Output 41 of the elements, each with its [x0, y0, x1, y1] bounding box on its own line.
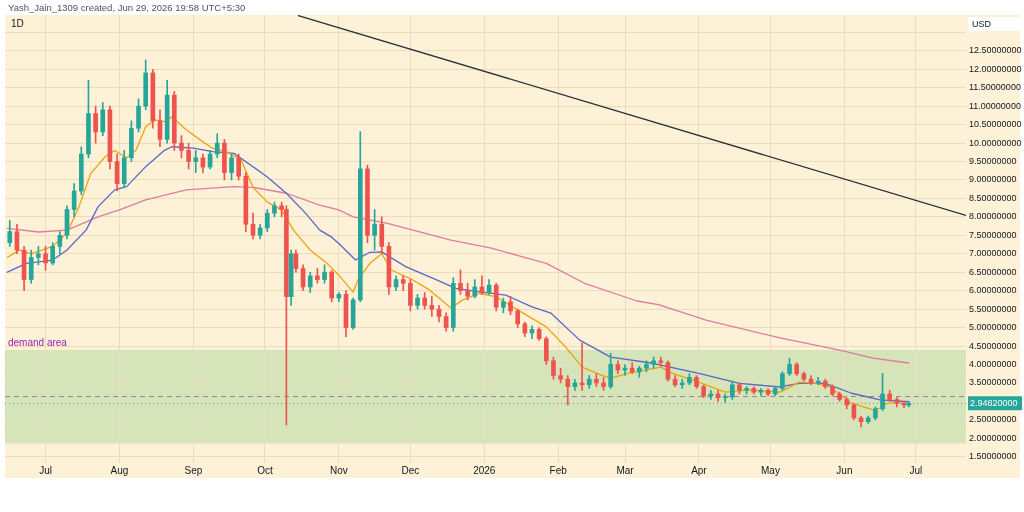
- y-tick-label: 2.50000000: [969, 414, 1017, 425]
- y-tick-label: 10.50000000: [969, 119, 1022, 130]
- x-tick-label: 2026: [473, 464, 496, 476]
- y-tick-label: 9.00000000: [969, 174, 1017, 185]
- x-tick-label: Apr: [691, 464, 708, 476]
- y-tick-label: 8.50000000: [969, 192, 1017, 203]
- y-tick-label: 10.00000000: [969, 137, 1022, 148]
- y-tick-label: 7.00000000: [969, 248, 1017, 259]
- y-tick-label: 5.00000000: [969, 322, 1017, 333]
- y-tick-label: 12.00000000: [969, 63, 1022, 74]
- x-tick-label: Jul: [909, 464, 923, 476]
- x-tick-label: May: [761, 464, 780, 476]
- y-tick-label: 6.50000000: [969, 266, 1017, 277]
- text: Yash_Jain_1309 created, Jun 29, 2026 19:58 UTC+5:30: [8, 1, 246, 13]
- x-tick-label: Sep: [184, 464, 203, 476]
- chart-title: 1D: [11, 17, 24, 29]
- y-tick-label: 12.50000000: [969, 45, 1022, 56]
- y-tick-label: 6.00000000: [969, 285, 1017, 296]
- x-tick-label: Nov: [329, 464, 348, 476]
- ref-line-label: 2.94820000: [970, 398, 1018, 409]
- y-tick-label: 11.50000000: [969, 82, 1021, 93]
- y-tick-label: 8.00000000: [969, 211, 1017, 222]
- y-axis-title: USD: [972, 18, 992, 29]
- x-tick-label: Jul: [39, 464, 52, 476]
- y-tick-label: 4.50000000: [969, 340, 1017, 351]
- y-tick-label: 11.00000000: [969, 100, 1021, 111]
- x-tick-label: Feb: [549, 464, 568, 476]
- candlestick: [193, 150, 199, 173]
- y-tick-label: 3.50000000: [969, 377, 1017, 388]
- x-tick-label: Aug: [110, 464, 129, 476]
- y-tick-label: 9.50000000: [969, 155, 1017, 166]
- y-tick-label: 7.50000000: [969, 229, 1017, 240]
- y-tick-label: 1.50000000: [969, 451, 1017, 462]
- y-tick-label: 5.50000000: [969, 303, 1017, 314]
- x-tick-label: Oct: [257, 464, 273, 476]
- x-tick-label: Dec: [401, 464, 420, 476]
- y-tick-label: 2.00000000: [969, 432, 1017, 443]
- x-tick-label: Jun: [836, 464, 853, 476]
- y-tick-label: 4.00000000: [969, 358, 1017, 369]
- band-label: demand area: [8, 336, 68, 348]
- x-tick-label: Mar: [616, 464, 635, 476]
